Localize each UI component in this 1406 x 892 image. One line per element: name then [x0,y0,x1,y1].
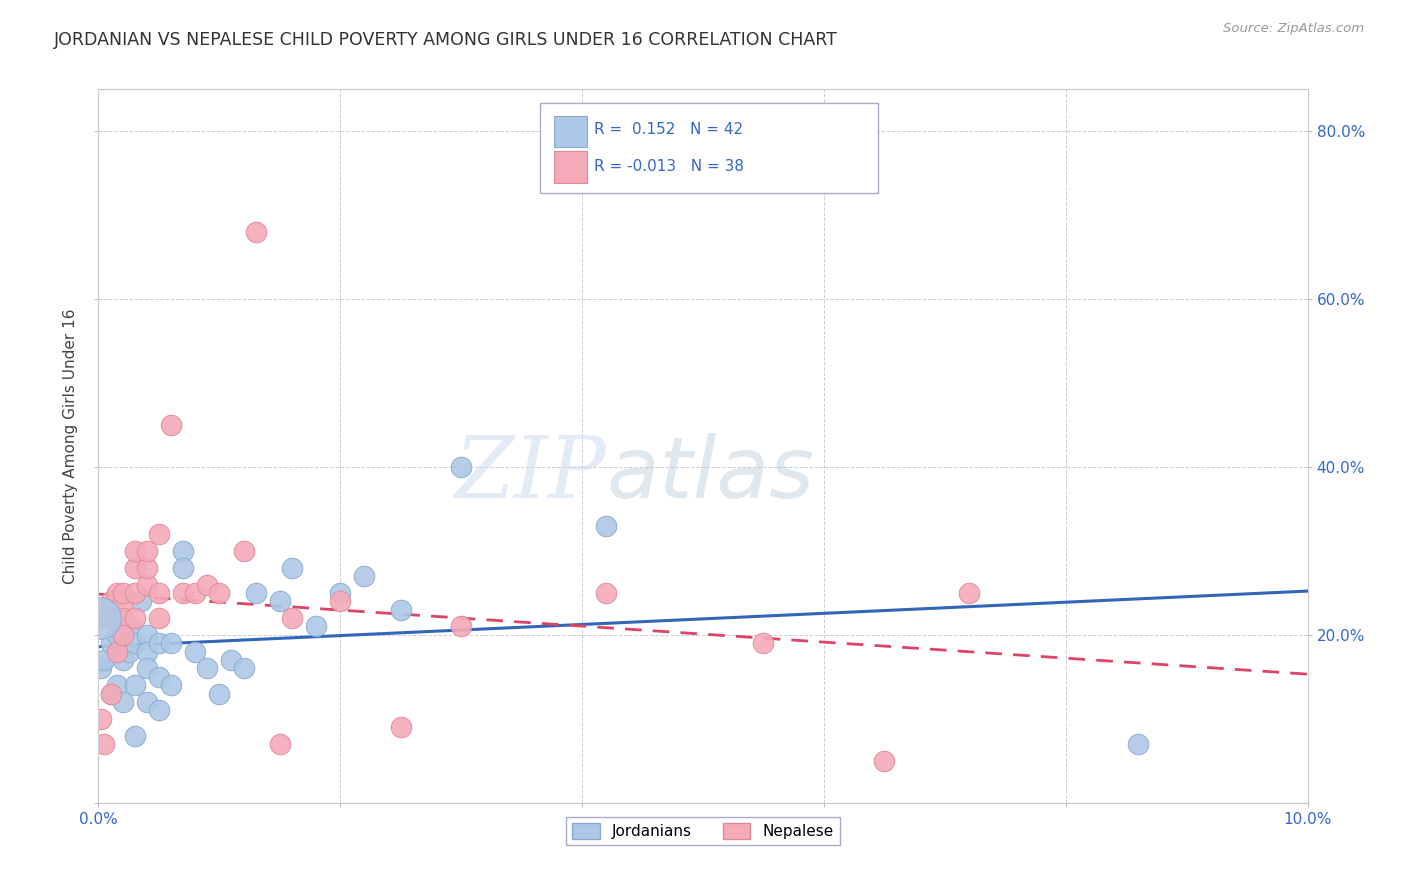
Point [160,678,183,692]
Point [245,225,267,239]
Point [135,544,157,558]
Point [195,577,218,591]
Point [111,586,134,600]
Point [135,661,157,675]
Point [195,661,218,675]
Point [1128,737,1150,751]
Point [353,569,375,583]
Point [208,687,231,701]
Point [105,645,128,659]
FancyBboxPatch shape [554,116,586,147]
Y-axis label: Child Poverty Among Girls Under 16: Child Poverty Among Girls Under 16 [63,309,79,583]
Point [752,636,775,650]
Point [184,586,207,600]
Point [124,611,146,625]
Point [305,619,328,633]
Point [118,645,141,659]
Point [450,619,472,633]
Point [105,586,128,600]
Point [281,611,304,625]
Point [135,560,157,574]
Point [124,729,146,743]
Point [148,703,170,717]
Point [148,611,170,625]
Point [595,586,617,600]
Point [160,417,183,432]
Text: JORDANIAN VS NEPALESE CHILD POVERTY AMONG GIRLS UNDER 16 CORRELATION CHART: JORDANIAN VS NEPALESE CHILD POVERTY AMON… [53,31,838,49]
Point [389,720,412,734]
Point [111,594,134,608]
Point [105,628,128,642]
Point [450,460,472,475]
Point [129,594,152,608]
Point [89,611,111,625]
Point [100,636,122,650]
FancyBboxPatch shape [554,152,586,183]
Point [329,594,352,608]
Point [172,586,194,600]
Point [111,611,134,625]
Point [269,737,291,751]
Point [93,737,115,751]
Point [269,594,291,608]
Point [90,661,112,675]
Point [100,687,122,701]
Point [135,645,157,659]
Text: atlas: atlas [606,433,814,516]
Point [93,653,115,667]
Point [245,586,267,600]
Point [208,586,231,600]
Point [148,527,170,541]
Point [595,518,617,533]
Point [105,678,128,692]
Point [124,560,146,574]
Point [389,603,412,617]
Point [100,687,122,701]
Point [957,586,980,600]
Point [111,628,134,642]
Point [124,636,146,650]
Point [118,619,141,633]
Point [89,611,111,625]
Point [135,695,157,709]
Text: R =  0.152   N = 42: R = 0.152 N = 42 [595,122,744,137]
Point [111,695,134,709]
FancyBboxPatch shape [540,103,879,193]
Point [172,544,194,558]
Point [124,586,146,600]
Point [232,661,254,675]
Point [90,712,112,726]
Point [100,611,122,625]
Point [148,636,170,650]
Point [329,586,352,600]
Point [135,628,157,642]
Point [124,544,146,558]
Text: ZIP: ZIP [454,434,606,516]
Point [148,670,170,684]
Point [160,636,183,650]
Point [100,611,122,625]
Text: R = -0.013   N = 38: R = -0.013 N = 38 [595,159,744,174]
Point [111,628,134,642]
Point [281,560,304,574]
Point [221,653,243,667]
Point [873,754,896,768]
Text: Source: ZipAtlas.com: Source: ZipAtlas.com [1223,22,1364,36]
Point [184,645,207,659]
Point [148,586,170,600]
Point [135,577,157,591]
Point [111,653,134,667]
Point [172,560,194,574]
Point [100,594,122,608]
Point [232,544,254,558]
Legend: Jordanians, Nepalese: Jordanians, Nepalese [567,817,839,845]
Point [124,678,146,692]
